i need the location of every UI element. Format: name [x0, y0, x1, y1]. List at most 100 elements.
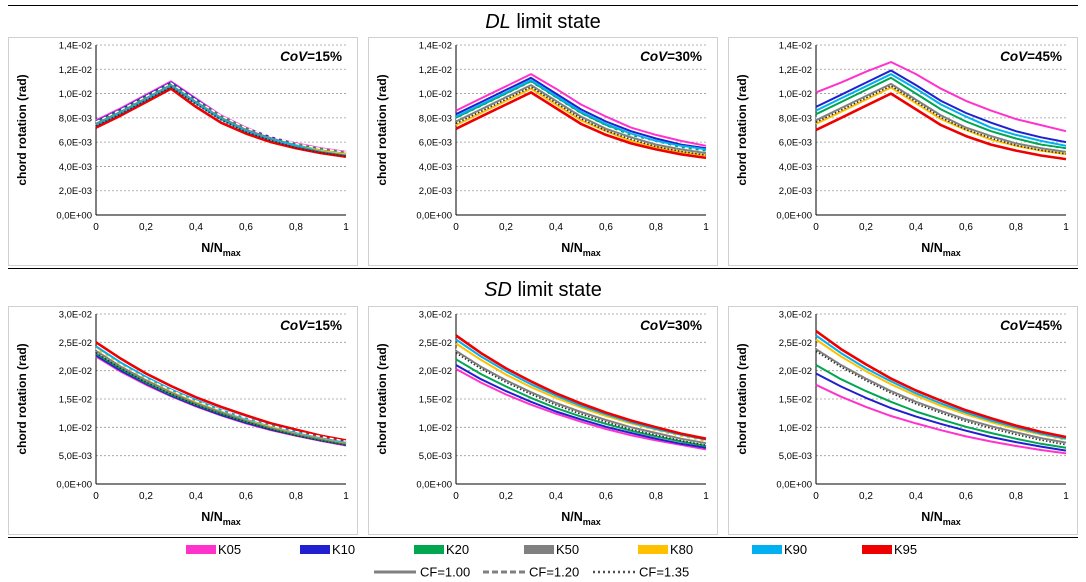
- x-tick-label: 0: [813, 222, 819, 233]
- series-line-k95: [95, 341, 347, 442]
- legend: K05 K10 K20 K50 K80 K90 K95 CF=1.00 CF=1.20 CF=1.…: [0, 539, 1086, 581]
- x-tick-label: 0,8: [289, 491, 303, 502]
- cov-annotation-rest: =45%: [1027, 49, 1062, 64]
- series-line-k20: [455, 358, 707, 447]
- y-axis-label: chord rotation (rad): [15, 74, 29, 185]
- y-axis-label: chord rotation (rad): [375, 74, 389, 185]
- x-axis-label: N/Nmax: [921, 241, 961, 258]
- x-axis-label-sub: max: [943, 248, 961, 258]
- cov-annotation: CoV=45%: [1000, 318, 1062, 333]
- y-tick-label: 8,0E-03: [419, 113, 452, 124]
- y-tick-label: 2,0E-03: [779, 186, 812, 197]
- x-tick-label: 0,4: [909, 222, 923, 233]
- x-tick-label: 0: [453, 222, 459, 233]
- cov-annotation-italic: CoV: [1000, 49, 1028, 64]
- cov-annotation-italic: CoV: [1000, 318, 1028, 333]
- y-tick-label: 1,5E-02: [59, 395, 92, 406]
- x-axis-label: N/Nmax: [201, 510, 241, 527]
- x-tick-label: 0,2: [499, 222, 513, 233]
- section-title-dl-italic: DL: [485, 11, 511, 33]
- y-axis-label: chord rotation (rad): [15, 343, 29, 454]
- series-line-k90: [455, 79, 707, 151]
- series-line-k50: [455, 349, 707, 445]
- y-tick-label: 4,0E-03: [779, 162, 812, 173]
- y-axis-label: chord rotation (rad): [735, 74, 749, 185]
- series-line-cf120: [815, 80, 1067, 151]
- chart-svg-dl-cov30: 0,0E+00 2,0E-03 4,0E-03 6,0E-03 8,0E-03 1,0E-…: [368, 37, 718, 266]
- cov-annotation-rest: =15%: [307, 49, 342, 64]
- x-tick-label: 0,8: [649, 491, 663, 502]
- x-tick-label: 0,2: [859, 491, 873, 502]
- cov-annotation-rest: =15%: [307, 318, 342, 333]
- y-tick-label: 0,0E+00: [56, 211, 92, 222]
- y-tick-label: 1,2E-02: [59, 65, 92, 76]
- series-line-k95: [95, 87, 347, 158]
- x-tick-label: 0: [93, 222, 99, 233]
- y-tick-label: 1,0E-02: [59, 423, 92, 434]
- cov-annotation-italic: CoV: [280, 49, 308, 64]
- y-tick-label: 2,5E-02: [59, 338, 92, 349]
- x-tick-label: 0,4: [549, 491, 563, 502]
- y-tick-label: 2,0E-03: [419, 186, 452, 197]
- y-tick-label: 6,0E-03: [419, 138, 452, 149]
- x-axis-label-main: N/N: [201, 510, 223, 524]
- x-tick-label: 0,8: [1009, 491, 1023, 502]
- x-tick-label: 0,6: [959, 222, 973, 233]
- y-tick-label: 4,0E-03: [419, 162, 452, 173]
- y-tick-label: 5,0E-03: [419, 451, 452, 462]
- chart-svg-sd-cov15: 0,0E+00 5,0E-03 1,0E-02 1,5E-02 2,0E-02 2,5E-…: [8, 306, 358, 535]
- cov-annotation: CoV=45%: [1000, 49, 1062, 64]
- x-axis-label-sub: max: [583, 248, 601, 258]
- cov-annotation: CoV=30%: [640, 318, 702, 333]
- chart-svg-sd-cov45: 0,0E+00 5,0E-03 1,0E-02 1,5E-02 2,0E-02 2,5E-…: [728, 306, 1078, 535]
- y-tick-label: 0,0E+00: [776, 480, 812, 491]
- x-axis-label: N/Nmax: [201, 241, 241, 258]
- y-tick-label: 1,0E-02: [419, 423, 452, 434]
- section-title-sd-italic: SD: [484, 279, 512, 301]
- y-tick-label: 2,0E-02: [59, 366, 92, 377]
- x-tick-label: 1: [703, 222, 709, 233]
- x-axis-label-main: N/N: [561, 241, 583, 255]
- x-axis-label-sub: max: [943, 517, 961, 527]
- y-tick-label: 2,0E-02: [779, 366, 812, 377]
- y-axis-label: chord rotation (rad): [735, 343, 749, 454]
- cov-annotation-italic: CoV: [280, 318, 308, 333]
- x-tick-label: 0,2: [139, 491, 153, 502]
- legend-label-k10: K10: [332, 542, 355, 557]
- y-tick-label: 8,0E-03: [779, 113, 812, 124]
- series-line-k05: [455, 73, 707, 147]
- series-line-k50: [815, 348, 1067, 444]
- series-line-cf120: [455, 348, 707, 442]
- x-tick-label: 1: [1063, 491, 1069, 502]
- y-tick-label: 1,0E-02: [779, 89, 812, 100]
- y-tick-label: 2,5E-02: [779, 338, 812, 349]
- x-tick-label: 0: [93, 491, 99, 502]
- x-tick-label: 0,2: [859, 222, 873, 233]
- series-line-k20: [815, 76, 1067, 150]
- y-tick-label: 0,0E+00: [416, 480, 452, 491]
- y-tick-label: 6,0E-03: [779, 138, 812, 149]
- x-tick-label: 0: [453, 491, 459, 502]
- series-line-k90: [815, 334, 1067, 440]
- section-title-dl-rest: limit state: [516, 11, 601, 33]
- section-divider-rule: [8, 268, 1078, 269]
- x-tick-label: 0,8: [1009, 222, 1023, 233]
- x-tick-label: 0,6: [239, 222, 253, 233]
- series-line-k20: [95, 82, 347, 155]
- x-axis-label-main: N/N: [201, 241, 223, 255]
- series-line-k90: [815, 73, 1067, 147]
- legend-style-label-solid: CF=1.00: [420, 565, 470, 580]
- x-tick-label: 0,2: [139, 222, 153, 233]
- x-tick-label: 0,2: [499, 491, 513, 502]
- series-line-cf135: [815, 84, 1067, 155]
- series-line-cf135: [95, 86, 347, 158]
- legend-svg: K05 K10 K20 K50 K80 K90 K95 CF=1.00 CF=1.20 CF=1.…: [186, 542, 917, 580]
- x-tick-label: 0,4: [189, 491, 203, 502]
- top-rule: [8, 5, 1078, 6]
- x-axis-label: N/Nmax: [921, 510, 961, 527]
- series-line-k80: [95, 347, 347, 444]
- cov-annotation: CoV=15%: [280, 318, 342, 333]
- y-tick-label: 1,2E-02: [779, 65, 812, 76]
- legend-label-k20: K20: [446, 542, 469, 557]
- chart-frame: [728, 37, 1078, 266]
